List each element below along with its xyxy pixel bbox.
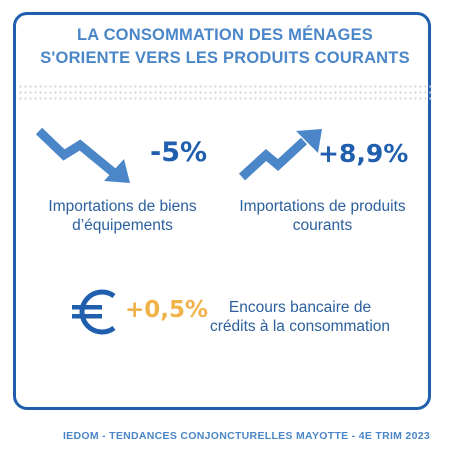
infographic-card bbox=[13, 12, 431, 410]
stat-label-consumer-credit-line2: crédits à la consommation bbox=[209, 318, 391, 335]
stat-label-consumer-credit-line1: Encours bancaire de bbox=[228, 299, 372, 316]
stat-value-current-products: +8,9% bbox=[318, 139, 409, 168]
stat-label-current-products-line1: Importations de produits bbox=[239, 198, 406, 215]
title-line-2: S'ORIENTE VERS LES PRODUITS COURANTS bbox=[40, 49, 410, 67]
stat-value-consumer-credit: +0,5% bbox=[125, 297, 209, 323]
dotted-divider bbox=[18, 97, 432, 100]
trend-up-arrow-icon bbox=[238, 129, 322, 181]
stat-label-current-products: Importations de produits courants bbox=[225, 197, 420, 235]
dotted-divider bbox=[18, 85, 432, 88]
stat-label-current-products-line2: courants bbox=[292, 217, 353, 234]
stat-label-equipment: Importations de biens d’équipements bbox=[30, 197, 215, 235]
infographic-title: LA CONSOMMATION DES MÉNAGES S'ORIENTE VE… bbox=[0, 24, 450, 70]
stat-label-equipment-line1: Importations de biens bbox=[48, 198, 197, 215]
stat-value-equipment: -5% bbox=[150, 137, 208, 168]
stat-label-consumer-credit: Encours bancaire de crédits à la consomm… bbox=[200, 298, 400, 336]
title-line-1: LA CONSOMMATION DES MÉNAGES bbox=[77, 26, 373, 44]
trend-down-arrow-icon bbox=[35, 127, 130, 183]
stat-label-equipment-line2: d’équipements bbox=[72, 217, 173, 234]
euro-icon bbox=[72, 289, 116, 335]
source-footer: IEDOM - TENDANCES CONJONCTURELLES MAYOTT… bbox=[62, 430, 430, 442]
dotted-divider bbox=[18, 91, 432, 94]
